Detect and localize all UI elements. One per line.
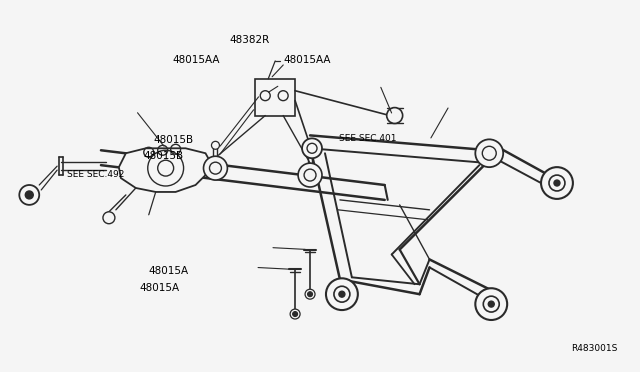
Circle shape bbox=[554, 180, 560, 186]
Circle shape bbox=[306, 148, 314, 156]
Circle shape bbox=[476, 140, 503, 167]
Polygon shape bbox=[119, 148, 211, 192]
Text: R483001S: R483001S bbox=[571, 344, 617, 353]
Circle shape bbox=[290, 309, 300, 319]
Circle shape bbox=[211, 141, 220, 149]
Circle shape bbox=[308, 292, 312, 296]
Text: 48015AA: 48015AA bbox=[284, 55, 331, 65]
Text: SEE SEC.401: SEE SEC.401 bbox=[339, 134, 397, 142]
Text: 48015AA: 48015AA bbox=[172, 55, 220, 65]
Circle shape bbox=[305, 289, 315, 299]
Text: 48015A: 48015A bbox=[148, 266, 188, 276]
Circle shape bbox=[326, 278, 358, 310]
Text: SEE SEC.492: SEE SEC.492 bbox=[67, 170, 124, 179]
Text: 48015A: 48015A bbox=[140, 283, 179, 292]
Text: 48015B: 48015B bbox=[144, 151, 184, 161]
Circle shape bbox=[476, 288, 507, 320]
Circle shape bbox=[26, 191, 33, 199]
Circle shape bbox=[302, 138, 322, 158]
Circle shape bbox=[204, 156, 227, 180]
Circle shape bbox=[103, 212, 115, 224]
Polygon shape bbox=[255, 79, 295, 116]
Circle shape bbox=[339, 291, 345, 297]
Circle shape bbox=[19, 185, 39, 205]
Circle shape bbox=[298, 163, 322, 187]
Circle shape bbox=[292, 312, 298, 317]
Circle shape bbox=[541, 167, 573, 199]
Circle shape bbox=[488, 301, 494, 307]
Circle shape bbox=[387, 108, 403, 124]
Text: 48015B: 48015B bbox=[154, 135, 193, 145]
Text: 48382R: 48382R bbox=[230, 35, 270, 45]
